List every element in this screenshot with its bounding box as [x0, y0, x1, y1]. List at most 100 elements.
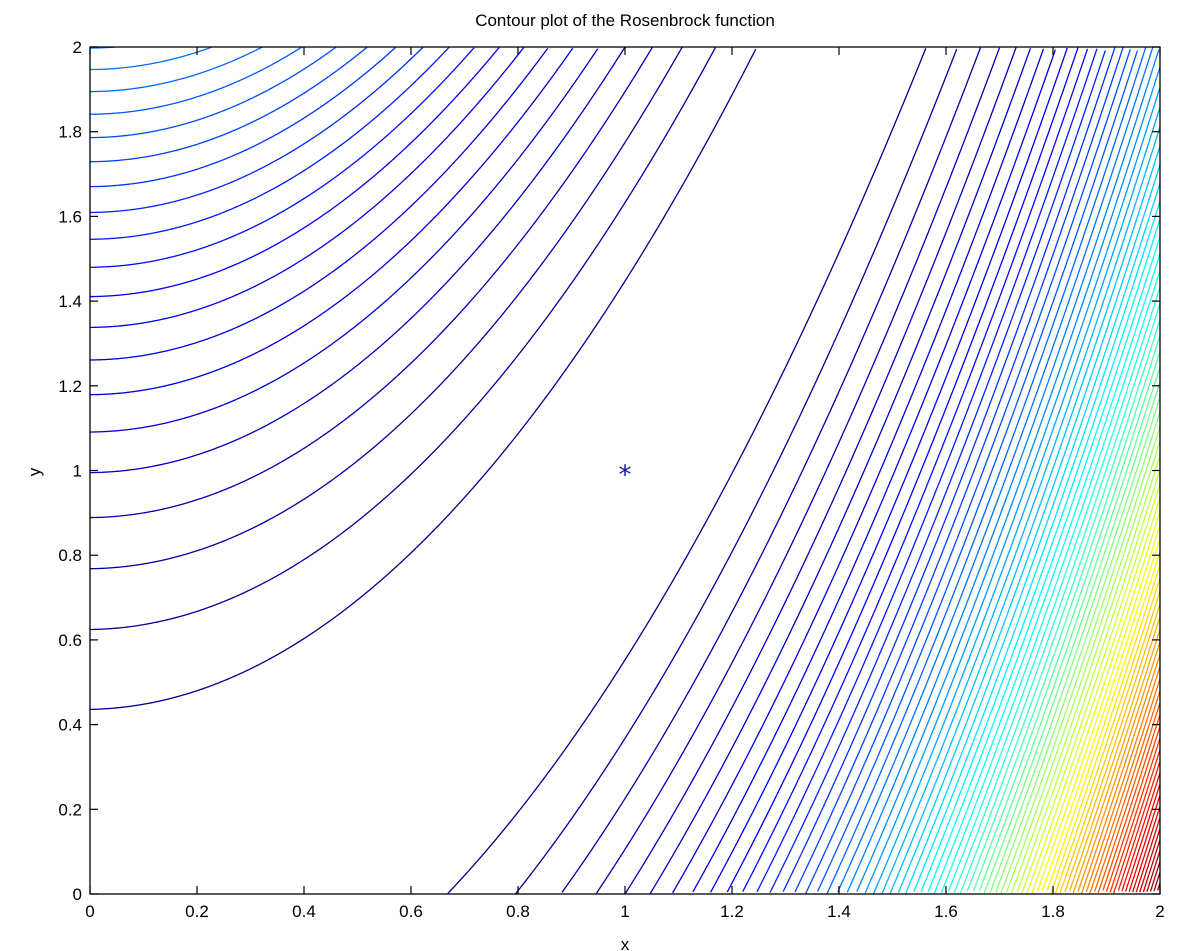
- y-tick-label-5: 1: [73, 462, 82, 481]
- contour-line-120-lower: [649, 48, 1032, 894]
- contour-line-1300-lower: [1105, 726, 1160, 892]
- contour-line-200-upper: [90, 47, 500, 298]
- contour-line-780-lower: [983, 381, 1160, 894]
- contour-line-320-upper: [90, 47, 337, 139]
- contour-line-20-lower: [447, 48, 927, 894]
- contour-line-60-lower: [561, 47, 982, 893]
- contour-line-260-lower: [769, 50, 1106, 893]
- contour-line-1340-lower: [1113, 749, 1160, 894]
- contour-line-1400-lower: [1124, 783, 1160, 892]
- contour-line-640-lower: [940, 270, 1160, 894]
- contour-line-240-upper: [90, 47, 450, 240]
- contour-line-240-lower: [756, 48, 1098, 893]
- contour-line-1220-lower: [1089, 678, 1160, 894]
- contour-line-460-lower: [872, 107, 1160, 894]
- contour-line-100-upper: [90, 47, 626, 474]
- contour-line-900-lower: [1016, 469, 1160, 892]
- contour-line-160-upper: [90, 47, 549, 361]
- contour-line-180-upper: [90, 47, 525, 329]
- y-tick-label-4: 0.8: [58, 546, 82, 565]
- contour-line-280-lower: [782, 47, 1116, 892]
- contour-line-1120-lower: [1069, 616, 1160, 892]
- contour-line-700-lower: [959, 319, 1160, 894]
- contour-line-120-upper: [90, 48, 599, 433]
- x-tick-label-0: 0: [85, 902, 94, 921]
- contour-line-380-lower: [837, 47, 1154, 893]
- contour-line-1360-lower: [1117, 761, 1160, 891]
- y-tick-label-3: 0.6: [58, 631, 82, 650]
- x-tick-label-10: 2: [1155, 902, 1164, 921]
- contour-line-280-upper: [90, 47, 396, 188]
- y-tick-label-6: 1.2: [58, 377, 82, 396]
- contour-line-600-lower: [927, 236, 1160, 892]
- contour-line-1140-lower: [1072, 629, 1160, 894]
- contour-line-360-upper: [90, 47, 263, 93]
- chart-title: Contour plot of the Rosenbrock function: [475, 11, 775, 30]
- contour-line-680-lower: [953, 303, 1160, 893]
- axis-ticks: [89, 46, 1161, 895]
- contour-line-180-lower: [710, 47, 1068, 893]
- contour-line-1160-lower: [1077, 641, 1160, 892]
- contour-line-400-lower: [846, 49, 1160, 893]
- contour-line-220-lower: [742, 48, 1089, 893]
- y-tick-label-1: 0.2: [58, 800, 82, 819]
- contour-line-1040-lower: [1050, 564, 1160, 894]
- contour-line-20-upper: [90, 48, 757, 711]
- contour-line-1460-lower: [1135, 817, 1160, 893]
- contour-line-840-lower: [1000, 426, 1160, 894]
- contour-line-940-lower: [1026, 497, 1160, 894]
- contour-line-820-lower: [995, 411, 1160, 893]
- contour-line-140-upper: [90, 47, 574, 396]
- contour-line-80-lower: [595, 47, 1001, 894]
- contour-line-440-lower: [864, 87, 1160, 894]
- tick-labels: 0 0.2 0.4 0.6 0.8 1 1.2 1.4 1.6 1.8 2 0 0.2 0.4 0.6 0.8…: [58, 38, 1164, 921]
- contour-line-720-lower: [966, 335, 1160, 892]
- y-tick-label-8: 1.6: [58, 207, 82, 226]
- contour-line-1480-lower: [1139, 828, 1160, 893]
- contour-line-1380-lower: [1121, 772, 1160, 892]
- contour-line-80-upper: [90, 47, 653, 519]
- contour-line-220-upper: [90, 47, 475, 268]
- contour-lines: [90, 47, 1160, 894]
- y-tick-label-2: 0.4: [58, 716, 82, 735]
- contour-line-260-upper: [90, 47, 424, 214]
- x-tick-label-8: 1.6: [934, 902, 958, 921]
- contour-line-160-lower: [692, 49, 1056, 893]
- contour-line-100-lower: [624, 47, 1017, 894]
- contour-line-1180-lower: [1080, 653, 1160, 894]
- contour-line-200-lower: [726, 47, 1079, 893]
- contour-line-520-lower: [897, 164, 1160, 893]
- x-tick-label-5: 1: [620, 902, 629, 921]
- y-tick-label-9: 1.8: [58, 123, 82, 142]
- contour-line-660-lower: [947, 286, 1160, 892]
- contour-line-880-lower: [1010, 455, 1160, 894]
- x-tick-label-1: 0.2: [185, 902, 209, 921]
- plot-area: *: [89, 46, 1161, 895]
- contour-line-1520-lower: [1146, 850, 1160, 892]
- contour-line-360-lower: [826, 47, 1147, 894]
- contour-line-760-lower: [978, 366, 1160, 892]
- contour-line-300-upper: [90, 47, 368, 163]
- x-tick-label-6: 1.2: [720, 902, 744, 921]
- contour-line-1560-lower: [1153, 871, 1160, 892]
- y-tick-label-7: 1.4: [58, 292, 82, 311]
- contour-line-1440-lower: [1132, 806, 1160, 893]
- contour-line-1320-lower: [1109, 737, 1160, 893]
- contour-line-40-lower: [515, 48, 958, 894]
- contour-line-860-lower: [1006, 441, 1160, 893]
- contour-line-980-lower: [1036, 524, 1160, 892]
- contour-line-140-lower: [671, 48, 1045, 894]
- contour-line-540-lower: [904, 183, 1160, 894]
- contour-line-60-upper: [90, 47, 683, 570]
- contour-line-580-lower: [920, 218, 1160, 893]
- contour-line-1020-lower: [1046, 551, 1160, 892]
- x-tick-label-7: 1.4: [827, 902, 851, 921]
- contour-line-1260-lower: [1097, 702, 1160, 894]
- x-tick-label-4: 0.8: [506, 902, 530, 921]
- x-axis-label: x: [621, 935, 630, 951]
- y-tick-label-0: 0: [73, 885, 82, 904]
- contour-line-1420-lower: [1128, 795, 1160, 893]
- contour-line-1000-lower: [1041, 538, 1160, 892]
- contour-line-560-lower: [913, 201, 1160, 892]
